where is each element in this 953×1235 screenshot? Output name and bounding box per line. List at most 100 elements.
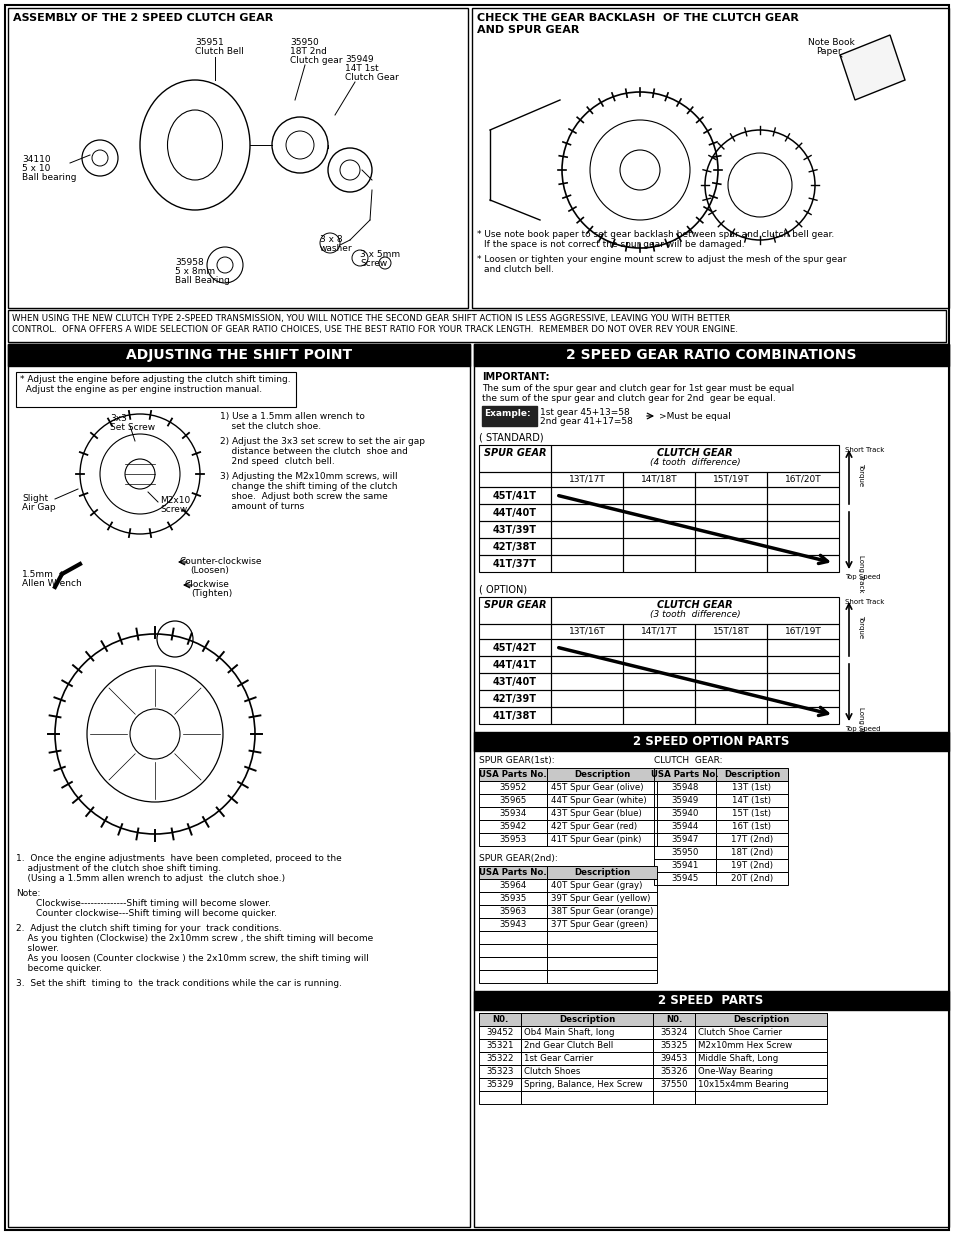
Text: Counter-clockwise: Counter-clockwise xyxy=(180,557,262,566)
Bar xyxy=(695,1052,826,1065)
Text: 5 x 8mm: 5 x 8mm xyxy=(174,267,214,275)
Text: USA Parts No.: USA Parts No. xyxy=(478,868,546,877)
Text: Description: Description xyxy=(574,868,630,877)
Text: 38T Spur Gear (orange): 38T Spur Gear (orange) xyxy=(551,906,653,916)
Text: 42T Spur Gear (red): 42T Spur Gear (red) xyxy=(551,823,637,831)
Bar xyxy=(481,406,537,426)
Text: Long Track: Long Track xyxy=(857,706,863,745)
Text: As you tighten (Clockwise) the 2x10mm screw , the shift timing will become: As you tighten (Clockwise) the 2x10mm sc… xyxy=(16,934,373,944)
Text: Short Track: Short Track xyxy=(844,599,883,605)
Bar xyxy=(546,832,657,846)
Bar xyxy=(546,892,657,905)
Bar xyxy=(695,656,766,673)
Text: (3 tooth  difference): (3 tooth difference) xyxy=(649,610,740,619)
Bar xyxy=(652,1013,695,1026)
Bar xyxy=(478,892,546,905)
Text: SPUR GEAR(2nd):: SPUR GEAR(2nd): xyxy=(478,853,558,863)
Bar xyxy=(546,806,657,820)
Bar xyxy=(478,1013,520,1026)
Bar xyxy=(716,806,787,820)
Bar xyxy=(695,504,766,521)
Text: 44T/41T: 44T/41T xyxy=(493,659,537,671)
Bar xyxy=(478,905,546,918)
Bar xyxy=(652,1065,695,1078)
Bar xyxy=(474,990,948,1010)
Bar xyxy=(551,656,622,673)
Bar xyxy=(622,690,695,706)
Text: 35963: 35963 xyxy=(498,906,526,916)
Bar xyxy=(478,768,546,781)
Text: 1) Use a 1.5mm allen wrench to: 1) Use a 1.5mm allen wrench to xyxy=(220,412,364,421)
Text: Short Track: Short Track xyxy=(844,447,883,453)
Bar xyxy=(654,832,716,846)
Bar xyxy=(695,706,766,724)
Text: 2 SPEED  PARTS: 2 SPEED PARTS xyxy=(658,994,762,1007)
Bar xyxy=(622,638,695,656)
Text: 44T Spur Gear (white): 44T Spur Gear (white) xyxy=(551,797,646,805)
Text: WHEN USING THE NEW CLUTCH TYPE 2-SPEED TRANSMISSION, YOU WILL NOTICE THE SECOND : WHEN USING THE NEW CLUTCH TYPE 2-SPEED T… xyxy=(12,314,729,324)
Bar xyxy=(478,504,551,521)
Bar xyxy=(478,931,546,944)
Text: 2nd gear 41+17=58: 2nd gear 41+17=58 xyxy=(539,417,632,426)
Text: 15T (1st): 15T (1st) xyxy=(732,809,771,818)
Bar xyxy=(716,846,787,860)
Bar xyxy=(551,597,838,624)
Bar xyxy=(478,445,551,472)
Text: 3 x 8: 3 x 8 xyxy=(319,235,342,245)
Bar xyxy=(520,1052,652,1065)
Text: 41T Spur Gear (pink): 41T Spur Gear (pink) xyxy=(551,835,640,844)
Text: Description: Description xyxy=(574,769,630,779)
Bar xyxy=(478,1026,520,1039)
Bar xyxy=(520,1078,652,1091)
Text: Ob4 Main Shaft, long: Ob4 Main Shaft, long xyxy=(523,1028,614,1037)
Text: * Use note book paper to set gear backlash between spur and clutch bell gear.: * Use note book paper to set gear backla… xyxy=(476,230,833,240)
Bar xyxy=(478,866,546,879)
Bar xyxy=(551,638,622,656)
Bar xyxy=(478,781,546,794)
Bar xyxy=(551,487,622,504)
Bar xyxy=(551,504,622,521)
Bar xyxy=(478,656,551,673)
Bar xyxy=(478,820,546,832)
Text: ( STANDARD): ( STANDARD) xyxy=(478,432,543,442)
Text: 35321: 35321 xyxy=(486,1041,514,1050)
Text: 14T/17T: 14T/17T xyxy=(640,627,677,636)
Bar xyxy=(654,768,716,781)
Bar xyxy=(766,555,838,572)
Bar xyxy=(766,521,838,538)
Text: shoe.  Adjust both screw the same: shoe. Adjust both screw the same xyxy=(220,492,387,501)
Bar xyxy=(654,846,716,860)
Bar xyxy=(716,781,787,794)
Text: Torque: Torque xyxy=(857,615,863,638)
Text: 14T (1st): 14T (1st) xyxy=(732,797,771,805)
Text: SPUR GEAR: SPUR GEAR xyxy=(483,600,546,610)
Text: 16T/20T: 16T/20T xyxy=(784,475,821,484)
Text: 17T (2nd): 17T (2nd) xyxy=(730,835,772,844)
Text: Clutch Shoe Carrier: Clutch Shoe Carrier xyxy=(698,1028,781,1037)
Text: 44T/40T: 44T/40T xyxy=(493,508,537,517)
Text: 10x15x4mm Bearing: 10x15x4mm Bearing xyxy=(698,1079,788,1089)
Text: SPUR GEAR: SPUR GEAR xyxy=(483,448,546,458)
Bar xyxy=(716,794,787,806)
Bar xyxy=(551,445,838,472)
Text: Paper: Paper xyxy=(815,47,841,56)
Text: 35945: 35945 xyxy=(671,874,698,883)
Text: 41T/37T: 41T/37T xyxy=(493,559,537,569)
Bar xyxy=(654,806,716,820)
Bar xyxy=(766,673,838,690)
Bar xyxy=(622,538,695,555)
Bar xyxy=(766,706,838,724)
Bar xyxy=(716,860,787,872)
Bar xyxy=(766,538,838,555)
Bar xyxy=(695,521,766,538)
Text: ASSEMBLY OF THE 2 SPEED CLUTCH GEAR: ASSEMBLY OF THE 2 SPEED CLUTCH GEAR xyxy=(13,14,273,23)
Text: 35964: 35964 xyxy=(498,881,526,890)
Text: Top Speed: Top Speed xyxy=(844,574,880,580)
Bar xyxy=(472,7,948,308)
Polygon shape xyxy=(840,35,904,100)
Bar xyxy=(546,969,657,983)
Bar xyxy=(478,969,546,983)
Text: Description: Description xyxy=(732,1015,788,1024)
Bar xyxy=(478,957,546,969)
Text: 19T (2nd): 19T (2nd) xyxy=(730,861,772,869)
